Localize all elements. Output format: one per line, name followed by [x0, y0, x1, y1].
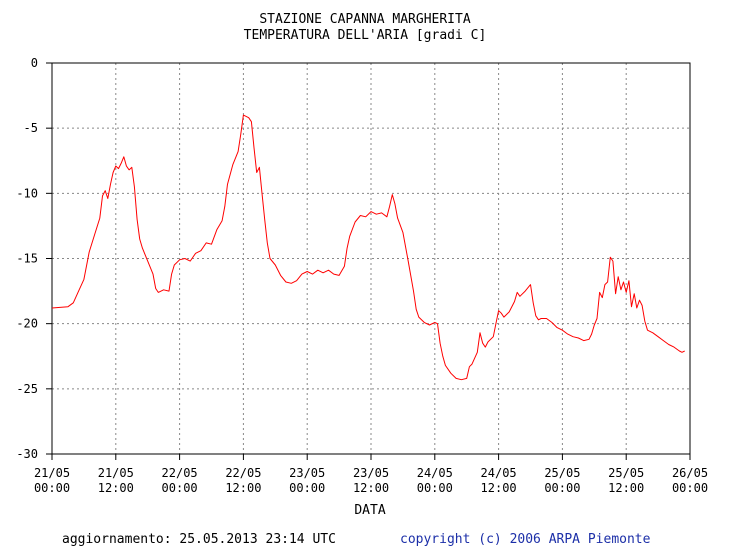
- chart-title-line2: TEMPERATURA DELL'ARIA [gradi C]: [243, 28, 487, 43]
- x-tick-label-time: 12:00: [353, 481, 389, 495]
- y-tick-label: -25: [16, 382, 38, 396]
- y-tick-label: -10: [16, 186, 38, 200]
- x-tick-label-time: 00:00: [417, 481, 453, 495]
- y-tick-label: -20: [16, 317, 38, 331]
- x-tick-label-time: 12:00: [98, 481, 134, 495]
- series-layer: [51, 114, 685, 381]
- copyright-text: copyright (c) 2006 ARPA Piemonte: [400, 532, 651, 547]
- x-tick-label-time: 00:00: [162, 481, 198, 495]
- x-tick-label-date: 23/05: [289, 466, 325, 480]
- x-tick-label-time: 00:00: [289, 481, 325, 495]
- x-tick-label-date: 22/05: [225, 466, 261, 480]
- grid: [52, 63, 690, 454]
- tick-labels: 0-5-10-15-20-25-3021/0500:0021/0512:0022…: [16, 56, 708, 495]
- chart-title-line1: STAZIONE CAPANNA MARGHERITA: [259, 12, 471, 27]
- x-tick-label-date: 24/05: [481, 466, 517, 480]
- temperature-series-line: [51, 114, 685, 381]
- x-tick-label-time: 00:00: [34, 481, 70, 495]
- update-timestamp: aggiornamento: 25.05.2013 23:14 UTC: [62, 532, 336, 547]
- x-tick-label-time: 12:00: [481, 481, 517, 495]
- y-tick-label: -15: [16, 252, 38, 266]
- x-axis-label: DATA: [354, 503, 385, 518]
- x-tick-label-date: 21/05: [34, 466, 70, 480]
- x-tick-label-date: 26/05: [672, 466, 708, 480]
- x-tick-label-date: 21/05: [98, 466, 134, 480]
- x-tick-label-time: 00:00: [672, 481, 708, 495]
- x-tick-label-time: 12:00: [225, 481, 261, 495]
- axes: [46, 62, 691, 460]
- y-tick-label: -30: [16, 447, 38, 461]
- x-tick-label-date: 24/05: [417, 466, 453, 480]
- x-tick-label-time: 00:00: [544, 481, 580, 495]
- x-tick-label-time: 12:00: [608, 481, 644, 495]
- x-tick-label-date: 23/05: [353, 466, 389, 480]
- x-tick-label-date: 25/05: [544, 466, 580, 480]
- y-tick-label: -5: [24, 121, 38, 135]
- x-tick-label-date: 25/05: [608, 466, 644, 480]
- y-tick-label: 0: [31, 56, 38, 70]
- x-tick-label-date: 22/05: [162, 466, 198, 480]
